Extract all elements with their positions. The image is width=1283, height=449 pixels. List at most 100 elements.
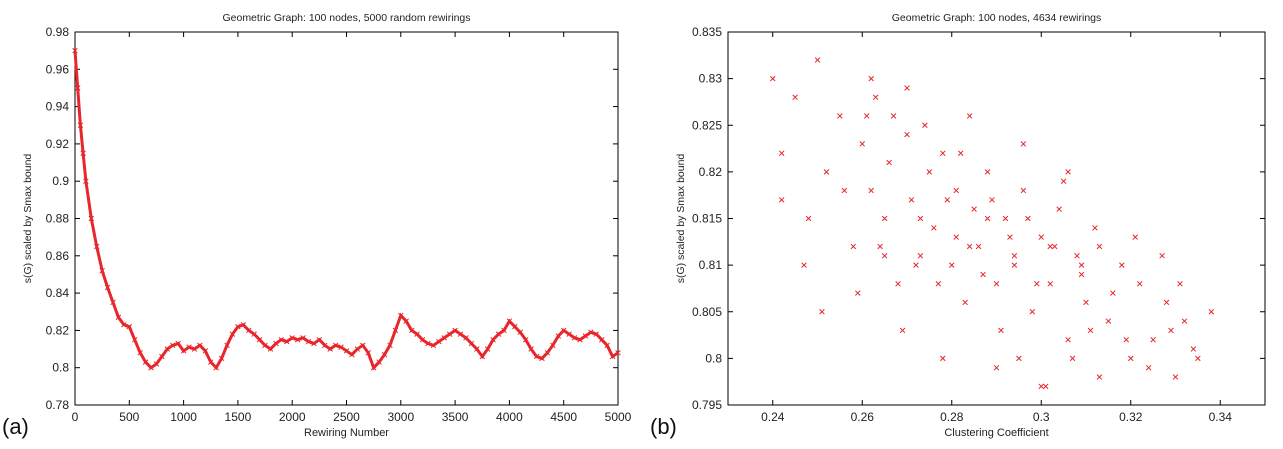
data-point — [850, 243, 857, 250]
data-point — [131, 336, 138, 343]
data-point — [913, 262, 919, 268]
data-point — [814, 57, 821, 63]
data-point — [863, 113, 870, 119]
data-point — [1025, 215, 1031, 222]
data-point — [235, 323, 241, 330]
data-point — [841, 187, 848, 194]
data-point — [917, 215, 924, 222]
x-tick-label: 3000 — [387, 410, 414, 424]
data-point — [855, 290, 861, 296]
data-point — [164, 346, 171, 352]
data-point — [349, 351, 355, 358]
data-point — [1127, 355, 1134, 362]
data-point — [560, 327, 567, 334]
y-tick-label: 0.81 — [699, 258, 723, 272]
x-tick-label: 1000 — [170, 410, 197, 424]
data-point — [1177, 281, 1183, 287]
data-point — [566, 331, 572, 337]
data-point — [1136, 281, 1143, 287]
data-point — [582, 333, 589, 339]
data-point — [202, 348, 209, 354]
data-point — [1016, 355, 1022, 362]
data-point — [993, 281, 1000, 287]
panel-a: Geometric Graph: 100 nodes, 5000 random … — [0, 0, 640, 444]
x-tick-label: 3500 — [442, 410, 469, 424]
data-point — [1069, 355, 1076, 362]
data-point — [1110, 290, 1116, 296]
plot-frame — [74, 31, 619, 406]
data-point — [207, 359, 214, 365]
data-point — [881, 215, 888, 222]
x-tick-label: 4500 — [550, 410, 577, 424]
data-point — [414, 331, 420, 337]
data-point — [218, 355, 225, 362]
y-tick-label: 0.92 — [46, 137, 70, 151]
data-point — [354, 346, 361, 352]
data-point — [1092, 225, 1098, 231]
data-point — [446, 331, 453, 337]
data-point — [289, 335, 295, 341]
data-point — [83, 178, 89, 184]
data-point — [175, 340, 181, 347]
data-point — [479, 353, 486, 360]
data-point — [148, 364, 154, 371]
data-point — [327, 346, 333, 352]
data-point — [609, 353, 616, 360]
data-point — [769, 75, 776, 82]
y-tick-label: 0.795 — [692, 398, 722, 412]
data-point — [370, 364, 377, 371]
data-point — [316, 336, 323, 343]
data-point — [474, 346, 480, 352]
data-point — [441, 335, 447, 341]
x-tick-label: 0.26 — [851, 410, 875, 424]
data-point — [501, 327, 507, 334]
data-point — [403, 318, 409, 324]
x-tick-label: 2500 — [333, 410, 360, 424]
y-tick-label: 0.78 — [46, 398, 70, 412]
data-point — [1038, 234, 1045, 240]
data-point — [398, 312, 404, 319]
chart-title: Geometric Graph: 100 nodes, 4634 rewirin… — [892, 12, 1102, 24]
y-tick-label: 0.8 — [52, 361, 69, 375]
data-point — [457, 331, 464, 337]
data-point — [792, 94, 798, 101]
panel-letter-b: (b) — [650, 414, 677, 439]
data-point — [1038, 383, 1045, 390]
data-point — [528, 346, 534, 352]
data-point — [908, 197, 915, 203]
data-point — [392, 327, 399, 334]
data-point — [1181, 318, 1188, 324]
data-point — [1096, 374, 1103, 380]
y-tick-label: 0.835 — [692, 25, 722, 39]
data-point — [1078, 262, 1085, 268]
data-point — [381, 351, 388, 358]
data-point — [121, 322, 127, 328]
data-point — [294, 336, 301, 343]
line-chart: Geometric Graph: 100 nodes, 5000 random … — [22, 12, 632, 439]
data-point — [419, 336, 426, 343]
data-point — [224, 342, 230, 349]
data-point — [886, 159, 892, 166]
data-point — [1078, 271, 1085, 278]
data-point — [311, 340, 317, 347]
data-point — [338, 344, 344, 350]
data-point — [993, 364, 1000, 371]
data-point — [980, 271, 986, 278]
data-point — [1159, 253, 1165, 259]
data-point — [1150, 336, 1156, 343]
data-point — [522, 336, 529, 343]
data-point — [940, 355, 946, 362]
data-point — [966, 113, 973, 119]
data-point — [1096, 243, 1103, 250]
data-point — [137, 350, 143, 356]
data-point — [1119, 262, 1125, 268]
data-point — [191, 346, 198, 352]
data-point — [555, 333, 562, 339]
data-point — [588, 329, 594, 336]
x-tick-label: 0.34 — [1209, 410, 1233, 424]
data-point — [926, 169, 933, 175]
data-point — [506, 318, 513, 324]
data-point — [593, 331, 600, 337]
x-tick-label: 1500 — [225, 410, 252, 424]
data-point — [1190, 346, 1197, 352]
